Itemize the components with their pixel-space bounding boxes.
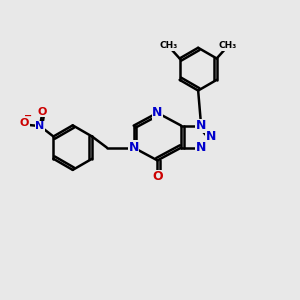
Text: N: N (128, 141, 139, 154)
Text: O: O (20, 118, 29, 128)
Text: −: − (24, 111, 32, 121)
Text: N: N (196, 141, 206, 154)
Text: O: O (38, 107, 47, 117)
Text: N: N (206, 130, 216, 143)
Text: N: N (152, 106, 163, 119)
Text: N: N (196, 119, 206, 132)
Text: CH₃: CH₃ (159, 41, 177, 50)
Text: CH₃: CH₃ (219, 41, 237, 50)
Text: O: O (152, 170, 163, 183)
Text: N: N (35, 121, 45, 131)
